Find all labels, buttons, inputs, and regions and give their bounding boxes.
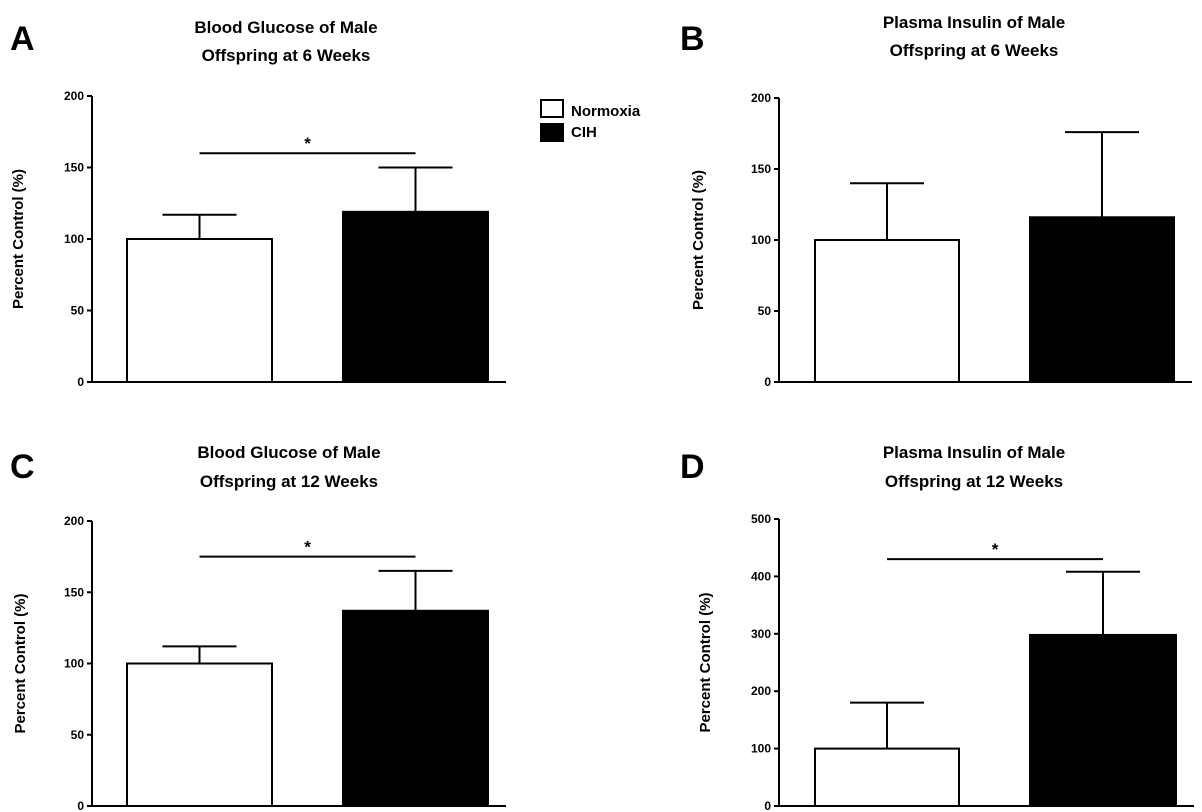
error-bar-a-normoxia (162, 213, 237, 239)
y-tick-label-c-0: 0 (77, 799, 84, 812)
y-axis-label-d: Percent Control (%) (697, 592, 714, 732)
chart-title-d-line-2: Offspring at 12 Weeks (885, 472, 1063, 491)
bar-a-normoxia (126, 238, 273, 383)
error-bar-c-normoxia (162, 645, 237, 664)
bar-d-cih (1029, 633, 1177, 807)
bar-a-cih (342, 210, 489, 383)
panel-d: D Plasma Insulin of Male Offspring at 12 W… (680, 443, 1194, 812)
y-tick-label-d-300: 300 (751, 627, 771, 641)
y-tick-label-a-200: 200 (64, 89, 84, 103)
y-tick-label-c-50: 50 (71, 728, 85, 742)
chart-title-c-line-2: Offspring at 12 Weeks (200, 472, 378, 491)
panel-letter-b: B (680, 20, 705, 58)
panel-a: A Blood Glucose of Male Offspring at 6 Wee… (10, 18, 506, 389)
y-tick-label-b-150: 150 (751, 162, 771, 176)
y-tick-label-d-500: 500 (751, 512, 771, 526)
legend-swatch-normoxia (540, 99, 564, 118)
bar-b-cih (1029, 216, 1175, 383)
y-tick-label-a-0: 0 (77, 375, 84, 389)
y-tick-label-d-200: 200 (751, 684, 771, 698)
chart-title-c-line-1: Blood Glucose of Male (197, 443, 380, 462)
chart-title-a-line-2: Offspring at 6 Weeks (202, 46, 371, 65)
y-tick-label-a-100: 100 (64, 232, 84, 246)
legend-label-normoxia: Normoxia (571, 103, 641, 120)
chart-title-d-line-1: Plasma Insulin of Male (883, 443, 1065, 462)
bar-b-normoxia (814, 239, 960, 383)
y-tick-label-b-50: 50 (758, 304, 772, 318)
bar-d-normoxia (814, 747, 960, 807)
y-tick-label-a-150: 150 (64, 161, 84, 175)
y-tick-label-b-0: 0 (764, 375, 771, 389)
panel-b: B Plasma Insulin of Male Offspring at 6 We… (680, 13, 1192, 389)
error-bar-a-cih (378, 166, 453, 212)
significance-marker-d: * (992, 540, 999, 559)
error-bar-d-normoxia (850, 701, 924, 749)
legend-label-cih: CIH (571, 124, 597, 141)
y-tick-label-d-0: 0 (764, 799, 771, 812)
panel-c: C Blood Glucose of Male Offspring at 12 We… (10, 443, 506, 812)
y-tick-label-b-100: 100 (751, 233, 771, 247)
legend: Normoxia CIH (540, 99, 641, 142)
chart-title-a-line-1: Blood Glucose of Male (194, 18, 377, 37)
y-tick-label-a-50: 50 (71, 304, 85, 318)
bar-c-cih (342, 609, 489, 808)
error-bar-b-normoxia (850, 182, 924, 240)
y-tick-label-b-200: 200 (751, 91, 771, 105)
legend-swatch-cih (540, 123, 564, 142)
error-bar-b-cih (1065, 131, 1139, 218)
y-axis-label-a: Percent Control (%) (10, 169, 27, 309)
significance-marker-a: * (304, 134, 311, 153)
panel-letter-d: D (680, 448, 705, 486)
bar-c-normoxia (126, 662, 273, 807)
error-bar-d-cih (1066, 570, 1140, 635)
y-tick-label-d-400: 400 (751, 569, 771, 583)
chart-title-b-line-1: Plasma Insulin of Male (883, 13, 1065, 32)
panel-letter-c: C (10, 448, 35, 486)
y-axis-label-c: Percent Control (%) (12, 593, 29, 733)
y-tick-label-d-100: 100 (751, 742, 771, 756)
y-axis-label-b: Percent Control (%) (690, 170, 707, 310)
y-tick-label-c-200: 200 (64, 514, 84, 528)
panel-letter-a: A (10, 20, 35, 58)
y-tick-label-c-150: 150 (64, 585, 84, 599)
significance-marker-c: * (304, 538, 311, 557)
chart-title-b-line-2: Offspring at 6 Weeks (890, 41, 1059, 60)
y-tick-label-c-100: 100 (64, 657, 84, 671)
error-bar-c-cih (378, 569, 453, 611)
